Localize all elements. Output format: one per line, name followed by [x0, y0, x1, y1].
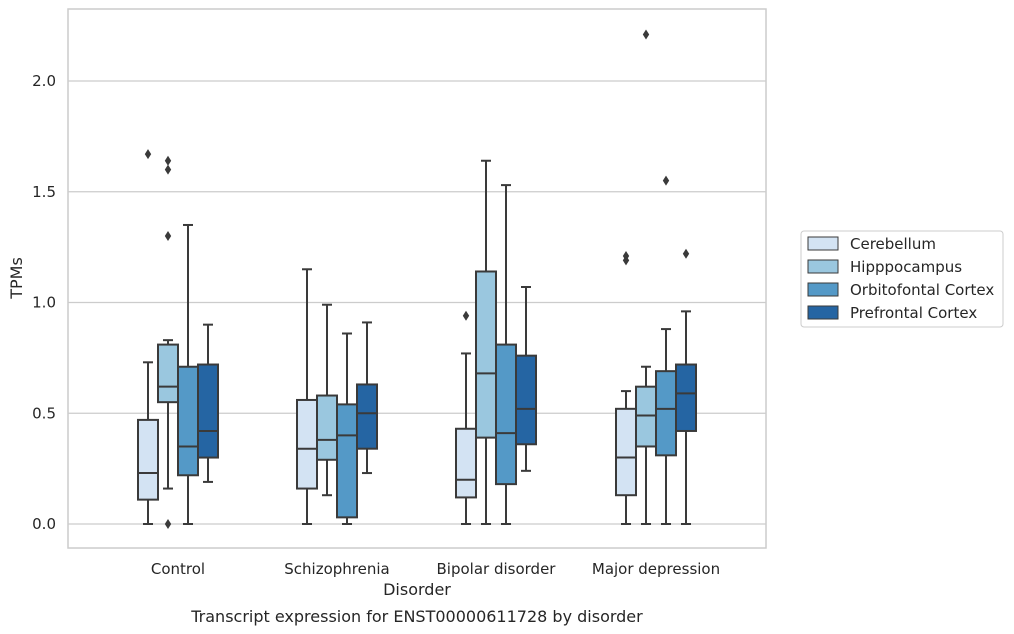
outlier-point — [144, 149, 152, 160]
y-tick-label: 0.0 — [32, 515, 56, 533]
x-tick-label: Major depression — [592, 560, 720, 578]
box — [455, 310, 477, 525]
x-tick-labels: Control Schizophrenia Bipolar disorder Majo… — [151, 560, 720, 578]
x-tick-label: Bipolar disorder — [437, 560, 557, 578]
series-cerebellum — [137, 149, 637, 525]
y-tick-labels: 0.0 0.5 1.0 1.5 2.0 — [32, 72, 56, 533]
box — [615, 250, 637, 525]
x-axis-label: Disorder — [383, 580, 451, 599]
box-body — [336, 403, 358, 519]
legend-item: Prefrontal Cortex — [807, 304, 977, 322]
outlier-point — [164, 164, 172, 175]
box — [495, 184, 517, 525]
legend-frame — [800, 230, 1004, 328]
y-tick-label: 1.0 — [32, 294, 56, 312]
box — [316, 303, 338, 497]
box — [336, 332, 358, 525]
legend-swatch — [807, 236, 839, 251]
y-tick-label: 2.0 — [32, 72, 56, 90]
outlier-point — [164, 519, 172, 529]
box — [296, 268, 318, 525]
outlier-point — [164, 155, 172, 166]
box-body — [515, 354, 537, 446]
box-body — [455, 427, 477, 499]
legend-label: Cerebellum — [850, 235, 936, 253]
box-body — [655, 370, 677, 457]
outlier-point — [164, 231, 172, 242]
x-tick-label: Control — [151, 560, 205, 578]
grid-lines — [68, 80, 766, 525]
box — [675, 248, 697, 525]
legend-label: Prefrontal Cortex — [850, 304, 977, 322]
outlier-point — [682, 248, 690, 259]
box — [157, 155, 179, 529]
box-body — [675, 363, 697, 432]
legend-swatch — [807, 282, 839, 297]
x-tick-label: Schizophrenia — [284, 560, 389, 578]
outlier-point — [662, 175, 670, 186]
series-hipppocampus — [157, 29, 657, 529]
box — [197, 323, 219, 483]
box-series — [137, 29, 697, 529]
chart-caption: Transcript expression for ENST0000061172… — [190, 607, 643, 626]
legend: Cerebellum Hipppocampus Orbitofontal Corte… — [800, 230, 1004, 328]
box-body — [137, 418, 159, 501]
legend-swatch — [807, 305, 839, 320]
box-body — [177, 365, 199, 477]
box — [655, 175, 677, 525]
box-body — [296, 398, 318, 490]
legend-label: Orbitofontal Cortex — [850, 281, 994, 299]
series-orbitofontal-cortex — [177, 175, 677, 525]
box-body — [495, 343, 517, 486]
legend-item: Orbitofontal Cortex — [807, 281, 994, 299]
box — [177, 223, 199, 525]
box-body — [356, 383, 378, 450]
box — [635, 29, 657, 525]
plot-frame — [67, 8, 767, 549]
legend-swatch — [807, 259, 839, 274]
y-axis-label: TPMs — [7, 257, 26, 300]
legend-label: Hipppocampus — [850, 258, 962, 276]
outlier-point — [462, 310, 470, 321]
y-tick-label: 1.5 — [32, 183, 56, 201]
outlier-point — [642, 29, 650, 40]
box — [475, 159, 497, 525]
y-tick-label: 0.5 — [32, 404, 56, 422]
legend-item: Hipppocampus — [807, 258, 962, 276]
box-body — [197, 363, 219, 459]
box — [356, 321, 378, 475]
box — [515, 285, 537, 472]
series-prefrontal-cortex — [197, 248, 697, 525]
outlier-point — [622, 250, 630, 261]
box-body — [157, 343, 179, 404]
box-body — [615, 407, 637, 497]
box-body — [316, 394, 338, 461]
box — [137, 149, 159, 525]
legend-item: Cerebellum — [807, 235, 936, 253]
box-body — [635, 385, 657, 448]
box-body — [475, 270, 497, 439]
